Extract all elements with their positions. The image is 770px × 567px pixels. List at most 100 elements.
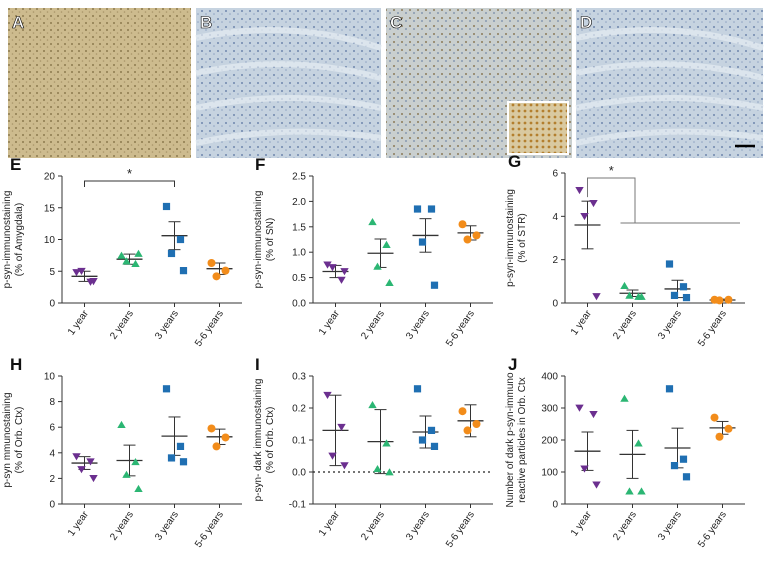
series-3-years: [161, 202, 188, 275]
chart-i: I -0.1 0.0 0.1 0.2 0.3 1 year 2 years 3 years 5-6…: [253, 355, 493, 550]
data-point: [710, 413, 719, 422]
tissue-band: [575, 95, 764, 111]
series-5-6-years: [206, 258, 233, 281]
data-point: [86, 458, 95, 466]
data-point: [418, 436, 427, 444]
series-1-year: [322, 391, 349, 470]
y-tick-label: 8: [49, 397, 55, 408]
data-point: [176, 442, 185, 450]
micrograph-a: A: [8, 8, 191, 158]
data-point: [337, 423, 346, 431]
data-point: [323, 261, 332, 269]
data-point: [592, 481, 601, 489]
data-point: [77, 466, 86, 474]
micrograph-c: C: [386, 8, 572, 158]
tissue-band: [195, 61, 382, 81]
y-tick-label: 0: [49, 299, 55, 310]
y-tick-label: 2: [552, 255, 558, 266]
x-tick-label: 5-6 years: [193, 509, 226, 549]
data-point: [368, 217, 377, 226]
x-tick-label: 3 years: [153, 308, 181, 341]
y-tick-label: 400: [541, 372, 558, 383]
data-point: [221, 266, 230, 275]
y-axis-label: (% of Orb. Ctx): [265, 407, 276, 474]
data-point: [368, 401, 377, 409]
series-5-6-years: [709, 295, 736, 305]
data-point: [679, 455, 688, 463]
y-axis-label: p-syn- dark immunostaining: [253, 379, 264, 502]
data-point: [637, 292, 646, 300]
data-point: [122, 470, 131, 478]
series-3-years: [412, 205, 439, 289]
data-point: [162, 385, 171, 393]
x-tick-label: 2 years: [611, 509, 639, 542]
x-tick-label: 2 years: [108, 509, 136, 542]
data-point: [427, 426, 436, 434]
x-tick-label: 2 years: [359, 509, 387, 542]
magnified-inset: [507, 101, 569, 155]
data-point: [382, 439, 391, 447]
series-1-year: [71, 267, 98, 286]
data-point: [207, 258, 216, 267]
y-tick-label: 6: [552, 169, 558, 180]
chart-e: E 0 5 10 15 20 1 year 2 years 3 years 5-6 years p-…: [2, 155, 242, 349]
data-point: [724, 295, 733, 304]
y-axis-label: reactive particles in Orb. Ctx: [517, 377, 528, 503]
series-1-year: [322, 261, 349, 284]
x-tick-label: 1 year: [66, 308, 91, 338]
series-2-years: [116, 249, 143, 267]
panel-letter: F: [255, 155, 265, 174]
data-point: [89, 475, 98, 483]
panel-letter: I: [255, 355, 260, 374]
y-tick-label: 10: [44, 372, 56, 383]
y-tick-label: 200: [541, 436, 558, 447]
series-1-year: [574, 186, 601, 301]
data-point: [340, 462, 349, 470]
chart-f: F 0.0 0.5 1.0 1.5 2.0 2.5 1 year 2 years 3 years 5…: [253, 155, 493, 349]
data-point: [89, 278, 98, 286]
series-2-years: [619, 281, 646, 300]
x-tick-label: 1 year: [317, 509, 342, 539]
data-point: [575, 186, 584, 195]
data-point: [167, 454, 176, 462]
tissue-band: [575, 61, 764, 81]
data-point: [179, 267, 188, 275]
data-point: [472, 231, 481, 240]
data-point: [385, 468, 394, 476]
data-point: [580, 212, 589, 221]
data-point: [167, 249, 176, 258]
micrograph-row: A B C D: [8, 8, 764, 158]
data-point: [413, 385, 422, 393]
y-axis-label: Number of dark p-syn-immuno: [505, 372, 516, 507]
data-point: [337, 276, 346, 284]
data-point: [589, 199, 598, 208]
x-tick-label: 5-6 years: [444, 509, 477, 549]
series-5-6-years: [457, 404, 484, 438]
data-point: [665, 260, 674, 268]
significance-marker: *: [587, 163, 740, 224]
tissue-band: [575, 128, 764, 146]
data-point: [77, 267, 86, 276]
data-point: [131, 259, 140, 267]
significance-label: *: [609, 163, 614, 178]
data-point: [122, 257, 131, 265]
y-axis-label: p-syn-immunostaining: [2, 191, 13, 289]
panel-letter: G: [508, 152, 521, 171]
y-tick-label: 1.0: [292, 248, 306, 259]
series-2-years: [367, 217, 394, 287]
y-tick-label: 15: [44, 203, 56, 214]
y-axis-label: (% of Orb. Ctx): [14, 407, 25, 474]
tissue-band: [195, 95, 382, 111]
data-point: [373, 262, 382, 270]
significance-marker: *: [84, 166, 175, 187]
data-point: [715, 432, 724, 441]
data-point: [715, 296, 724, 305]
y-tick-label: 0: [552, 500, 558, 511]
data-point: [430, 442, 439, 450]
x-tick-label: 1 year: [66, 509, 91, 539]
data-point: [212, 272, 221, 281]
data-point: [458, 220, 467, 229]
series-1-year: [71, 453, 98, 483]
